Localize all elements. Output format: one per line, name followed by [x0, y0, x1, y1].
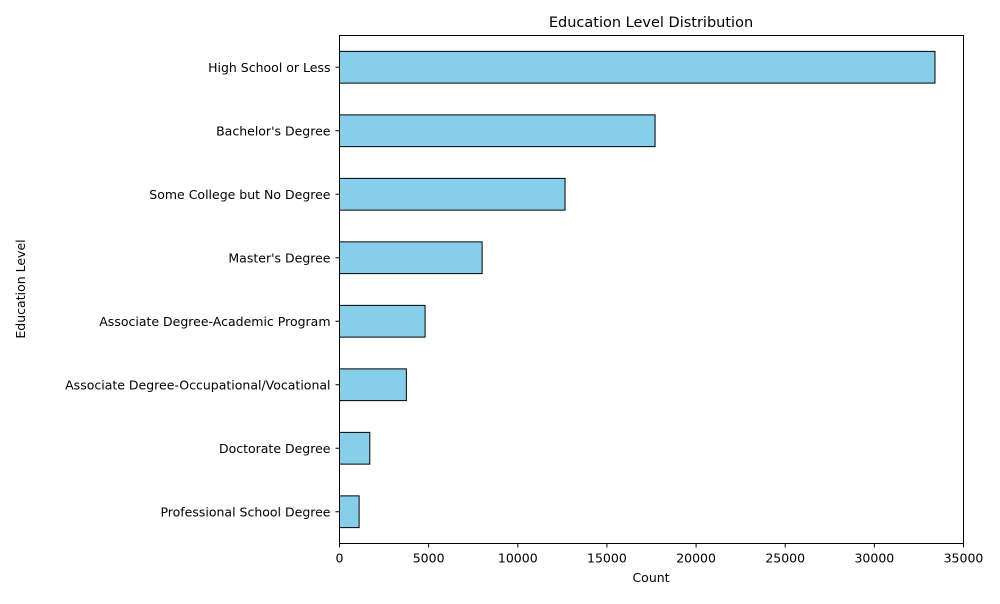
bar	[339, 50, 936, 84]
y-tick-label: Associate Degree-Occupational/Vocational	[65, 377, 330, 392]
y-tick-label: Master's Degree	[228, 250, 330, 265]
y-tick-label: Associate Degree-Academic Program	[99, 314, 330, 329]
bar	[339, 431, 371, 465]
bar	[339, 114, 656, 148]
x-tick-label: 30000	[854, 551, 894, 566]
bar	[339, 495, 360, 529]
bar	[339, 304, 426, 338]
x-tick-label: 20000	[676, 551, 716, 566]
y-tick-label: Professional School Degree	[160, 504, 330, 519]
y-tick-label: Doctorate Degree	[219, 441, 331, 456]
plot-frame	[339, 35, 964, 544]
x-axis-ticks: 0 5000 10000 15000 20000 25000 30000 35000	[336, 543, 984, 566]
bar	[339, 368, 407, 402]
x-tick-label: 10000	[498, 551, 538, 566]
x-tick-label: 15000	[587, 551, 627, 566]
y-axis-label: Education Level	[13, 239, 28, 338]
y-axis-ticks: High School or Less Bachelor's Degree Some…	[65, 60, 340, 519]
bar	[339, 177, 566, 211]
x-tick-label: 5000	[413, 551, 445, 566]
x-axis-label: Count	[632, 570, 669, 585]
x-tick-label: 25000	[765, 551, 805, 566]
bars-group	[339, 50, 936, 529]
y-tick-label: High School or Less	[208, 60, 330, 75]
x-tick-label: 0	[336, 551, 344, 566]
y-tick-label: Some College but No Degree	[149, 187, 331, 202]
bar	[339, 241, 483, 275]
y-tick-label: Bachelor's Degree	[216, 123, 331, 138]
chart-title: Education Level Distribution	[549, 15, 753, 31]
x-tick-label: 35000	[944, 551, 984, 566]
